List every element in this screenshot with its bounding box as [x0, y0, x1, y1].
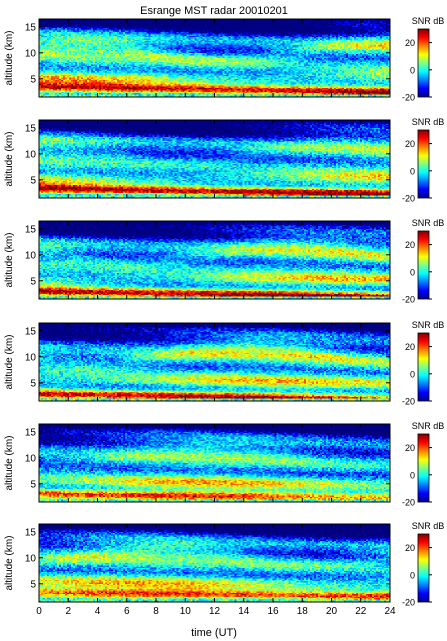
- colorbar-gradient: [417, 332, 430, 402]
- colorbar-tick-label: -20: [402, 598, 415, 608]
- figure-title: Esrange MST radar 20010201: [140, 5, 288, 17]
- colorbar-5: SNR dB -20 0 20: [402, 421, 444, 508]
- panels-group: 5 10 15 altitude (km) SNR dB -20 0 20 5 10 15 altit…: [4, 16, 444, 608]
- y-axis-label: altitude (km): [4, 232, 15, 287]
- y-tick-label: 5: [30, 378, 36, 389]
- colorbar-tick-label: -20: [402, 397, 415, 407]
- colorbar-gradient: [417, 129, 430, 199]
- x-tick-label: 2: [65, 606, 71, 617]
- colorbar-gradient: [417, 28, 430, 98]
- colorbar-label: SNR dB: [412, 117, 445, 127]
- colorbar-tick-label: 20: [405, 38, 415, 48]
- colorbar-label: SNR dB: [412, 320, 445, 330]
- x-axis-label: time (UT): [191, 627, 237, 639]
- y-tick-label: 10: [25, 553, 37, 564]
- colorbar-gradient: [417, 230, 430, 300]
- colorbar-1: SNR dB -20 0 20: [402, 16, 444, 103]
- colorbar-6: SNR dB -20 0 20: [402, 521, 444, 608]
- colorbar-tick-label: 20: [405, 139, 415, 149]
- y-tick-label: 15: [25, 123, 37, 134]
- y-axis-label: altitude (km): [4, 334, 15, 389]
- snr-heatmap-2: [39, 120, 390, 198]
- colorbar-tick-label: 0: [410, 369, 415, 379]
- y-axis-label: altitude (km): [4, 535, 15, 590]
- y-tick-label: 15: [25, 427, 37, 438]
- colorbar-tick-label: 0: [410, 267, 415, 277]
- y-axis-label: altitude (km): [4, 131, 15, 186]
- x-tick-label: 22: [355, 606, 367, 617]
- x-tick-label: 0: [36, 606, 42, 617]
- colorbar-3: SNR dB -20 0 20: [402, 218, 444, 305]
- x-tick-label: 20: [326, 606, 338, 617]
- y-tick-label: 15: [25, 22, 37, 33]
- colorbar-tick-label: 0: [410, 65, 415, 75]
- x-tick-label: 10: [180, 606, 192, 617]
- y-tick-label: 10: [25, 250, 37, 261]
- y-tick-label: 10: [25, 453, 37, 464]
- y-tick-label: 5: [30, 579, 36, 590]
- y-axis-label: altitude (km): [4, 435, 15, 490]
- colorbar-4: SNR dB -20 0 20: [402, 320, 444, 407]
- panel-1: 5 10 15 altitude (km) SNR dB -20 0 20: [4, 16, 444, 103]
- snr-heatmap-5: [39, 424, 390, 502]
- panel-6: 5 10 15 altitude (km) SNR dB -20 0 20: [4, 521, 444, 608]
- colorbar-label: SNR dB: [412, 16, 445, 26]
- panel-2: 5 10 15 altitude (km) SNR dB -20 0 20: [4, 117, 444, 204]
- x-tick-label: 24: [384, 606, 396, 617]
- colorbar-tick-label: 0: [410, 166, 415, 176]
- x-tick-label: 18: [297, 606, 309, 617]
- x-axis: 0 2 4 6 8 10 12 14 16 18 20 22 24: [36, 606, 396, 617]
- y-tick-label: 10: [25, 352, 37, 363]
- colorbar-2: SNR dB -20 0 20: [402, 117, 444, 204]
- x-tick-label: 8: [153, 606, 159, 617]
- colorbar-tick-label: -20: [402, 498, 415, 508]
- x-tick-label: 12: [209, 606, 221, 617]
- colorbar-tick-label: -20: [402, 93, 415, 103]
- x-tick-label: 6: [124, 606, 130, 617]
- colorbar-label: SNR dB: [412, 521, 445, 531]
- colorbar-gradient: [417, 533, 430, 603]
- x-tick-label: 4: [95, 606, 101, 617]
- y-tick-label: 5: [30, 74, 36, 85]
- y-axis-label: altitude (km): [4, 30, 15, 85]
- colorbar-tick-label: 20: [405, 543, 415, 553]
- snr-heatmap-3: [39, 221, 390, 299]
- y-tick-label: 10: [25, 48, 37, 59]
- panel-4: 5 10 15 altitude (km) SNR dB -20 0 20: [4, 320, 444, 407]
- x-tick-label: 14: [238, 606, 250, 617]
- panel-5: 5 10 15 altitude (km) SNR dB -20 0 20: [4, 421, 444, 508]
- colorbar-tick-label: -20: [402, 295, 415, 305]
- snr-heatmap-6: [39, 524, 390, 602]
- y-tick-label: 15: [25, 527, 37, 538]
- y-tick-label: 10: [25, 149, 37, 160]
- x-tick-label: 16: [267, 606, 279, 617]
- colorbar-tick-label: 20: [405, 240, 415, 250]
- y-tick-label: 5: [30, 479, 36, 490]
- snr-heatmap-4: [39, 323, 390, 401]
- y-tick-label: 5: [30, 175, 36, 186]
- y-tick-label: 15: [25, 326, 37, 337]
- colorbar-tick-label: 20: [405, 443, 415, 453]
- y-tick-label: 15: [25, 224, 37, 235]
- colorbar-gradient: [417, 433, 430, 503]
- colorbar-tick-label: 0: [410, 570, 415, 580]
- colorbar-tick-label: 0: [410, 470, 415, 480]
- snr-heatmap-1: [39, 19, 390, 97]
- y-tick-label: 5: [30, 276, 36, 287]
- panel-3: 5 10 15 altitude (km) SNR dB -20 0 20: [4, 218, 444, 305]
- colorbar-tick-label: 20: [405, 342, 415, 352]
- colorbar-tick-label: -20: [402, 194, 415, 204]
- colorbar-label: SNR dB: [412, 421, 445, 431]
- colorbar-label: SNR dB: [412, 218, 445, 228]
